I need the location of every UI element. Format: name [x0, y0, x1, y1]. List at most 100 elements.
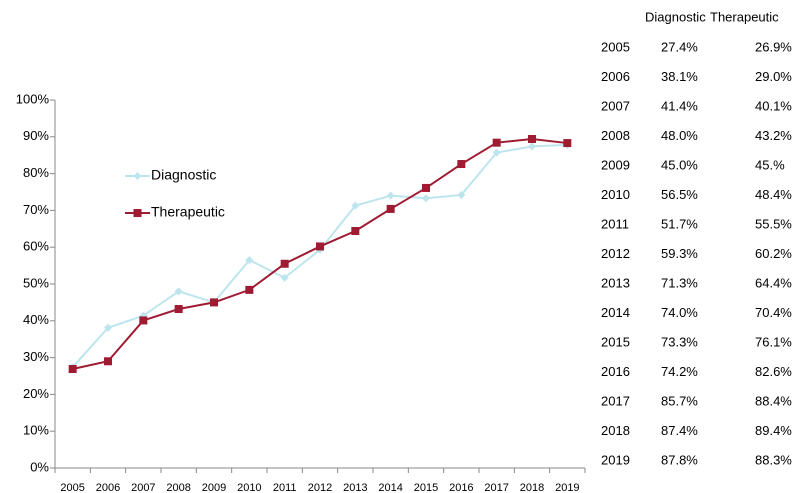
- y-tick-label: 0%: [30, 459, 49, 474]
- table-year: 2006: [601, 69, 630, 84]
- table-cell: 85.7%: [661, 393, 698, 408]
- point: [492, 138, 501, 147]
- y-tick-label: 70%: [23, 202, 49, 217]
- y-tick-label: 60%: [23, 239, 49, 254]
- table-cell: 87.8%: [661, 452, 698, 467]
- table-cell: 73.3%: [661, 334, 698, 349]
- point: [528, 135, 536, 144]
- table-cell: 55.5%: [755, 216, 792, 231]
- table-year: 2018: [601, 423, 630, 438]
- table-year: 2010: [601, 187, 630, 202]
- point: [245, 256, 254, 265]
- x-tick-label: 2017: [484, 482, 508, 493]
- table-cell: 76.1%: [755, 334, 792, 349]
- point: [104, 323, 112, 332]
- x-tick-label: 2014: [378, 482, 402, 493]
- table-cell: 74.2%: [661, 364, 698, 379]
- legend-marker: [133, 172, 142, 180]
- x-tick-label: 2006: [96, 482, 120, 493]
- table-year: 2016: [601, 364, 630, 379]
- table-cell: 89.4%: [755, 423, 792, 438]
- point: [422, 183, 430, 192]
- y-tick-label: 100%: [16, 91, 50, 106]
- table-cell: 41.4%: [661, 98, 698, 113]
- table-cell: 64.4%: [755, 275, 792, 290]
- table-cell: 70.4%: [755, 305, 792, 320]
- table-cell: 45.0%: [661, 157, 698, 172]
- table-cell: 45.%: [755, 157, 785, 172]
- y-tick-label: 90%: [23, 128, 49, 143]
- x-tick-label: 2018: [520, 482, 544, 493]
- table-cell: 60.2%: [755, 246, 792, 261]
- point: [422, 194, 430, 203]
- point: [351, 201, 360, 210]
- legend-label: Diagnostic: [151, 167, 216, 183]
- table-year: 2005: [601, 39, 630, 54]
- point: [245, 285, 254, 294]
- table-cell: 29.0%: [755, 69, 792, 84]
- x-tick-label: 2013: [343, 482, 367, 493]
- point: [563, 139, 572, 148]
- point: [104, 357, 112, 366]
- y-tick-label: 80%: [23, 165, 49, 180]
- point: [280, 259, 289, 268]
- table-year: 2013: [601, 275, 630, 290]
- table-cell: 87.4%: [661, 423, 698, 438]
- point: [351, 227, 360, 236]
- point: [280, 273, 289, 282]
- point: [386, 204, 395, 213]
- x-tick-label: 2010: [237, 482, 261, 493]
- point: [210, 298, 218, 307]
- point: [457, 160, 466, 169]
- table-cell: 48.4%: [755, 187, 792, 202]
- table-cell: 40.1%: [755, 98, 792, 113]
- series-line: [71, 143, 568, 368]
- table-cell: 88.4%: [755, 393, 792, 408]
- table-cell: 48.0%: [661, 128, 698, 143]
- y-tick-label: 10%: [23, 423, 49, 438]
- point: [492, 148, 501, 157]
- table-year: 2012: [601, 246, 630, 261]
- table-year: 2019: [601, 452, 630, 467]
- point: [386, 191, 395, 200]
- table-cell: 59.3%: [661, 246, 698, 261]
- y-tick-label: 30%: [23, 349, 49, 364]
- table-cell: 88.3%: [755, 452, 792, 467]
- table-header: Therapeutic: [710, 9, 779, 24]
- x-tick-label: 2005: [60, 482, 84, 493]
- legend-label: Therapeutic: [151, 204, 225, 220]
- table-header: Diagnostic: [645, 9, 706, 24]
- table-year: 2015: [601, 334, 630, 349]
- x-tick-label: 2019: [555, 482, 579, 493]
- y-tick-label: 40%: [23, 312, 49, 327]
- series-line: [72, 138, 568, 370]
- table-cell: 74.0%: [661, 305, 698, 320]
- table-cell: 26.9%: [755, 39, 792, 54]
- table-cell: 38.1%: [661, 69, 698, 84]
- table-year: 2009: [601, 157, 630, 172]
- table-cell: 71.3%: [661, 275, 698, 290]
- x-tick-label: 2012: [308, 482, 332, 493]
- table-year: 2011: [601, 216, 629, 231]
- legend-marker: [133, 209, 142, 217]
- x-tick-label: 2015: [414, 482, 438, 493]
- point: [174, 305, 183, 314]
- table-cell: 43.2%: [755, 128, 792, 143]
- y-tick-label: 50%: [23, 275, 49, 290]
- x-tick-label: 2008: [166, 482, 190, 493]
- point: [174, 287, 183, 296]
- x-tick-label: 2011: [273, 482, 297, 493]
- point: [457, 190, 466, 199]
- table-cell: 82.6%: [755, 364, 792, 379]
- x-tick-label: 2016: [449, 482, 473, 493]
- table-year: 2008: [601, 128, 630, 143]
- point: [528, 142, 536, 151]
- table-year: 2017: [601, 393, 630, 408]
- table-year: 2014: [601, 305, 630, 320]
- table-cell: 51.7%: [661, 216, 698, 231]
- table-cell: 27.4%: [661, 39, 698, 54]
- x-tick-label: 2007: [131, 482, 155, 493]
- table-year: 2007: [601, 98, 630, 113]
- point: [316, 242, 324, 251]
